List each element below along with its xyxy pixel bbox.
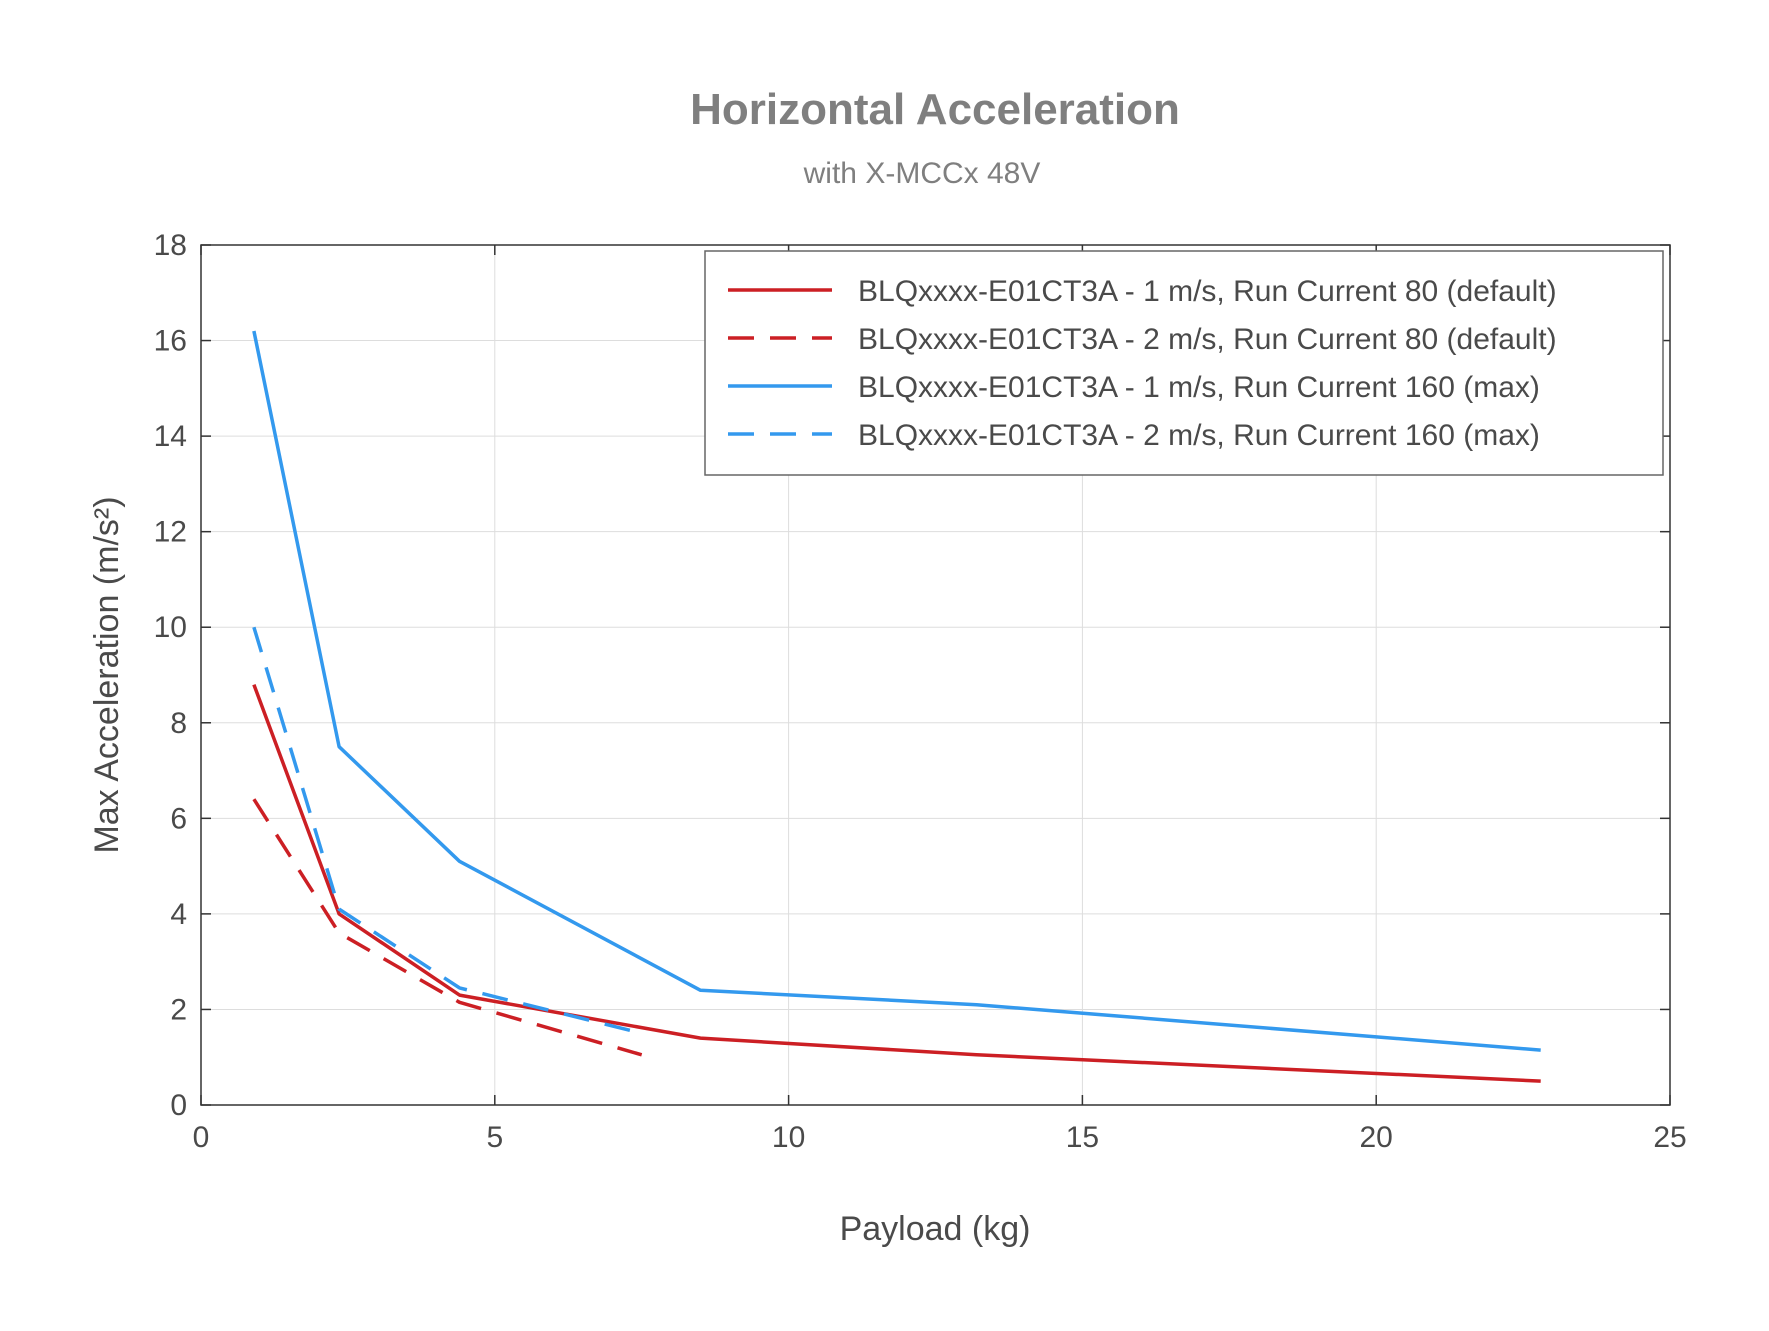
legend-box	[704, 250, 1664, 476]
y-tick-label: 2	[170, 993, 187, 1026]
chart-title: Horizontal Acceleration	[690, 85, 1180, 134]
y-tick-label: 16	[154, 325, 187, 358]
series-lines	[252, 330, 1541, 1083]
series-line-2	[252, 798, 643, 1057]
legend-label-2: BLQxxxx-E01CT3A - 2 m/s, Run Current 80 …	[858, 323, 1557, 356]
legend-label-1: BLQxxxx-E01CT3A - 1 m/s, Run Current 80 …	[858, 275, 1557, 308]
series-line-1	[252, 683, 1541, 1083]
legend-label-3: BLQxxxx-E01CT3A - 1 m/s, Run Current 160…	[858, 371, 1540, 404]
x-tick-label: 15	[1066, 1121, 1099, 1154]
x-tick-label: 0	[193, 1121, 210, 1154]
y-tick-label: 0	[170, 1089, 187, 1122]
y-tick-label: 12	[154, 516, 187, 549]
y-axis-label: Max Acceleration (m/s²)	[88, 496, 126, 853]
y-tick-label: 6	[170, 802, 187, 835]
series-line-3	[252, 330, 1541, 1052]
x-tick-label: 5	[486, 1121, 503, 1154]
y-tick-label: 4	[170, 898, 187, 931]
y-tick-label: 18	[154, 229, 187, 262]
series-line-4	[252, 626, 643, 1035]
x-tick-label: 20	[1360, 1121, 1393, 1154]
x-tick-label: 25	[1653, 1121, 1686, 1154]
x-tick-label: 10	[772, 1121, 805, 1154]
y-tick-label: 14	[154, 420, 187, 453]
chart-subtitle: with X-MCCx 48V	[803, 157, 1041, 190]
axis-ticks: 0 5 10 15 20 25 0 2 4 6 8 10 12 14 16 18	[154, 229, 1687, 1154]
y-tick-label: 10	[154, 611, 187, 644]
legend-label-4: BLQxxxx-E01CT3A - 2 m/s, Run Current 160…	[858, 419, 1540, 452]
legend: BLQxxxx-E01CT3A - 1 m/s, Run Current 80 …	[704, 250, 1664, 476]
plot-frame	[200, 244, 1671, 1106]
y-tick-label: 8	[170, 707, 187, 740]
x-axis-label: Payload (kg)	[840, 1210, 1031, 1248]
